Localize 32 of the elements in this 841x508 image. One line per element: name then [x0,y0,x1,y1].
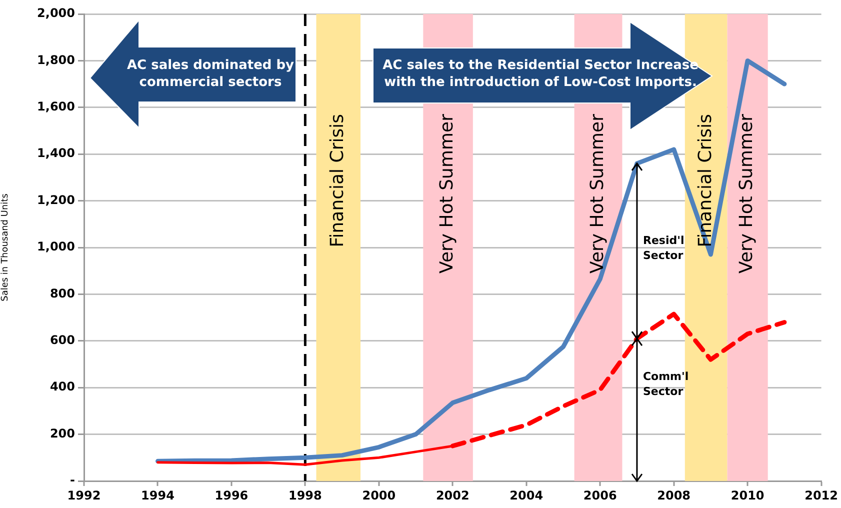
x-tick-label: 2002 [436,488,470,502]
y-tick-label: 2,000 [37,6,75,20]
x-tick-label: 1992 [67,488,101,502]
annotation: AC sales to the Residential Sector Increase with the introduction of Low-Cost Imports. [382,57,700,91]
x-tick-label: 2008 [657,488,691,502]
y-tick-label: 1,600 [37,100,75,114]
band-label: Very Hot Summer [436,113,458,274]
y-tick-label: - [70,473,76,488]
x-tick-label: 1996 [214,488,248,502]
y-tick-label: 800 [50,286,75,300]
y-tick-label: 1,400 [37,146,75,160]
band-label: Very Hot Summer [736,113,758,274]
y-tick-label: 400 [50,380,75,394]
y-tick-label: 1,000 [37,240,75,254]
y-axis-title: Sales in Thousand Units [0,193,11,302]
y-tick-label: 1,200 [37,192,75,207]
y-tick-label: 200 [50,426,75,440]
band-label: Very Hot Summer [586,113,608,274]
annotation: Comm'l Sector [642,369,690,400]
x-tick-label: 2004 [510,488,544,502]
x-tick-label: 1994 [141,488,174,502]
y-tick-label: 1,800 [37,52,75,67]
y-tick-label: 600 [50,333,75,348]
x-tick-label: 2000 [362,488,396,502]
x-tick-label: 1998 [288,488,322,502]
band-label: Financial Crisis [327,114,348,248]
x-tick-label: 2012 [804,488,838,502]
annotation: Resid'l Sector [642,234,684,262]
x-tick-label: 2006 [583,488,617,502]
x-tick-label: 2010 [730,488,764,502]
annotation: AC sales dominated by commercial sectors [126,57,296,91]
band-label: Financial Crisis [694,114,716,248]
